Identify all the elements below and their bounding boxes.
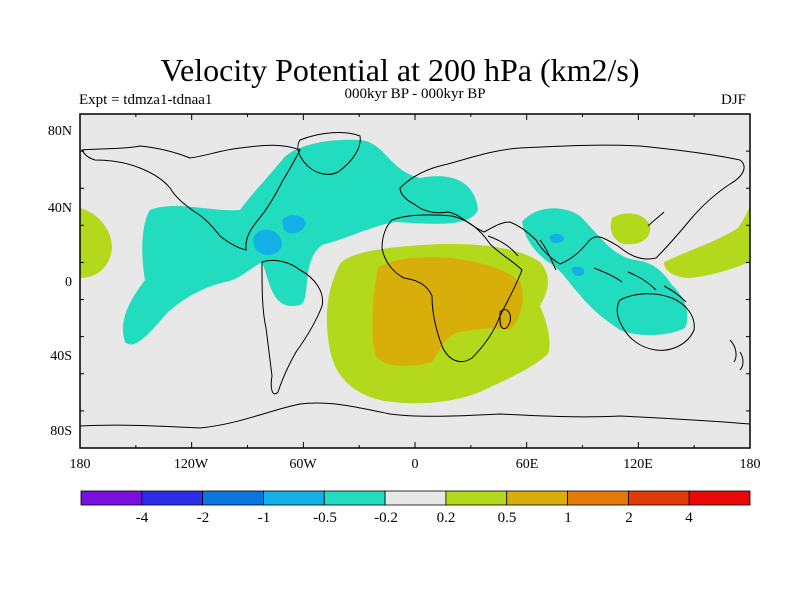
yellow-green-region-east-asia	[610, 213, 651, 245]
coastline-south-america	[261, 259, 324, 395]
coastline-maritime-continent	[593, 267, 687, 303]
colorbar-box-6	[445, 490, 508, 506]
light-blue-patch-indonesia	[572, 266, 585, 276]
shaded-regions	[80, 139, 750, 404]
colorbar-box-2	[202, 490, 264, 506]
colorbar-box-9	[627, 490, 690, 506]
colorbar-box-3	[263, 490, 325, 506]
x-label-0: 0	[412, 457, 419, 472]
x-label-180-right: 180	[740, 457, 761, 472]
coastline-africa	[381, 214, 523, 362]
colorbar-label-minus-0.5: -0.5	[313, 510, 337, 526]
cyan-region-atlantic	[122, 139, 478, 345]
colorbar-box-10	[688, 490, 751, 506]
coastline-greenland	[297, 132, 361, 175]
colorbar-box-5	[384, 490, 447, 506]
colorbar-label-minus-4: -4	[136, 510, 149, 526]
yellow-green-region-pacific	[664, 206, 750, 278]
y-axis-labels: 80N 40N 0 40S 80S	[48, 124, 72, 439]
colorbar	[80, 490, 751, 506]
coastline-eurasia	[399, 144, 745, 265]
colorbar-box-8	[567, 490, 629, 506]
season-label: DJF	[721, 92, 747, 108]
y-label-0: 0	[65, 275, 72, 290]
colorbar-box-0	[80, 490, 143, 506]
experiment-label: Expt = tdmza1-tdnaa1	[79, 92, 213, 108]
colorbar-label-0.5: 0.5	[498, 510, 517, 526]
colorbar-label-0.2: 0.2	[437, 510, 456, 526]
coastline-north-america	[81, 144, 301, 251]
x-label-60W: 60W	[289, 457, 317, 472]
light-blue-patch-indian	[550, 233, 564, 243]
colorbar-box-1	[141, 490, 204, 506]
colorbar-label-1: 1	[564, 510, 572, 526]
coastline-arabia-india	[487, 235, 557, 271]
coastline-madagascar	[499, 309, 511, 329]
coastline-japan	[647, 211, 665, 227]
colorbar-label-minus-1: -1	[258, 510, 271, 526]
axis-ticks	[79, 113, 751, 449]
y-label-40S: 40S	[50, 349, 72, 364]
x-label-120E: 120E	[623, 457, 653, 472]
yellow-green-region-west-pacific	[80, 208, 112, 278]
light-blue-patch-caribbean	[253, 229, 282, 255]
colorbar-box-7	[506, 490, 568, 506]
colorbar-box-4	[323, 490, 386, 506]
figure-subtitle: 000kyr BP - 000kyr BP	[344, 86, 486, 102]
orange-region-africa	[372, 257, 523, 366]
coastlines	[79, 132, 751, 429]
figure-title: Velocity Potential at 200 hPa (km2/s)	[160, 52, 640, 88]
light-blue-patch-atlantic	[282, 215, 306, 234]
coastline-australia	[616, 293, 695, 351]
coastline-antarctica	[79, 402, 751, 429]
colorbar-label-minus-2: -2	[197, 510, 210, 526]
coastline-new-zealand	[729, 339, 744, 371]
x-label-120W: 120W	[174, 457, 209, 472]
x-axis-labels: 180 120W 60W 0 60E 120E 180	[70, 457, 761, 472]
colorbar-labels: -4 -2 -1 -0.5 -0.2 0.2 0.5 1 2 4	[136, 510, 694, 526]
colorbar-label-4: 4	[685, 510, 693, 526]
y-label-80N: 80N	[48, 124, 72, 139]
x-label-180-left: 180	[70, 457, 91, 472]
colorbar-label-2: 2	[625, 510, 633, 526]
y-label-40N: 40N	[48, 201, 72, 216]
y-label-80S: 80S	[50, 424, 72, 439]
x-label-60E: 60E	[516, 457, 539, 472]
colorbar-label-minus-0.2: -0.2	[374, 510, 398, 526]
